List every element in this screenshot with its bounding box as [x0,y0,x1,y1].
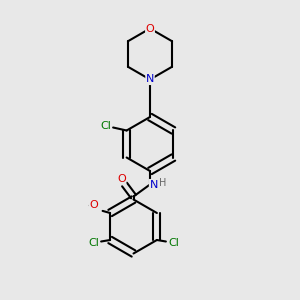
Text: Cl: Cl [100,121,111,131]
Text: Cl: Cl [88,238,99,248]
Text: O: O [89,200,98,211]
Text: H: H [159,178,166,188]
Text: Cl: Cl [168,238,179,248]
Text: O: O [146,23,154,34]
Text: N: N [149,179,158,190]
Text: O: O [117,174,126,184]
Text: N: N [146,74,154,85]
